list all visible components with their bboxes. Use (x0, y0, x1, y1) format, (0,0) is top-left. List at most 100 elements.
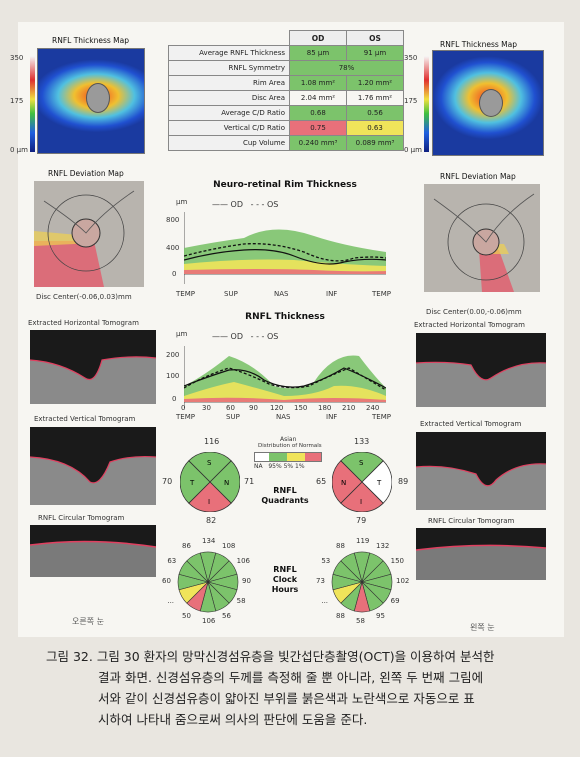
rnfl-x-90: 90 (249, 404, 258, 412)
rnfl-os-line (184, 367, 386, 391)
right-circ-tomo-title: RNFL Circular Tomogram (428, 517, 515, 525)
normals-label-1: 1% (295, 463, 305, 470)
os-quad-t-letter: T (376, 479, 382, 487)
od-quadrant-chart: S N I T (180, 452, 240, 512)
od-quad-i-letter: I (208, 498, 210, 506)
left-deviation-map (34, 181, 144, 287)
clock-hour-value: ... (167, 597, 175, 605)
normals-na-swatch (255, 453, 269, 461)
row-os-value: 0.089 mm³ (346, 135, 404, 151)
row-os-value: 1.76 mm² (346, 90, 404, 106)
os-quad-n-letter: N (341, 479, 346, 487)
row-os-value: 1.20 mm² (346, 75, 404, 91)
os-quad-s (340, 452, 384, 483)
rim-chart-title: Neuro-retinal Rim Thickness (213, 180, 357, 190)
rnfl-xl-nas: NAS (276, 413, 291, 421)
clock-hour-value: 73 (316, 577, 325, 585)
rnfl-y-200: 200 (166, 351, 180, 359)
row-name: Average C/D Ratio (168, 105, 290, 121)
row-od-value: 85 μm (289, 45, 347, 61)
od-quad-t (180, 460, 211, 504)
table-row: Vertical C/D Ratio 0.75 0.63 (168, 120, 404, 136)
rim-x-temp2: TEMP (372, 290, 391, 298)
rnfl-x-60: 60 (226, 404, 235, 412)
rnfl-legend: —— OD - - - OS (212, 332, 278, 341)
right-eye-label: 왼쪽 눈 (470, 623, 495, 632)
od-quad-s-value: 116 (204, 437, 220, 446)
row-name: Average RNFL Thickness (168, 45, 290, 61)
os-quad-i-letter: I (360, 498, 362, 506)
rim-unit: μm (176, 198, 188, 206)
table-row: Rim Area 1.08 mm² 1.20 mm² (168, 75, 404, 91)
row-name: RNFL Symmetry (168, 60, 290, 76)
od-quad-n-value: 71 (244, 477, 255, 486)
rnfl-normal-yellow-band (184, 382, 386, 402)
table-row: RNFL Symmetry 78% (168, 60, 404, 76)
rim-x-sup: SUP (224, 290, 238, 298)
clock-hour-value: 150 (390, 557, 405, 565)
clock-hour-value: 95 (376, 611, 385, 620)
clock-hour-value: 60 (162, 577, 171, 585)
rnfl-x-0: 0 (181, 404, 186, 412)
metrics-table: OD OS Average RNFL Thickness 85 μm 91 μm… (168, 30, 404, 151)
right-thickness-title: RNFL Thickness Map (440, 40, 517, 49)
rnfl-legend-od: OD (230, 332, 244, 341)
rim-x-temp: TEMP (176, 290, 195, 298)
clock-hour-value: 58 (356, 617, 365, 625)
right-scale-bottom: 0 μm (404, 146, 422, 154)
row-od-value: 0.75 (289, 120, 347, 136)
rim-x-nas: NAS (274, 290, 289, 298)
os-quad-t (361, 460, 392, 504)
row-od-value: 0.240 mm³ (289, 135, 347, 151)
od-quad-t-letter: T (189, 479, 195, 487)
left-horiz-tomo-title: Extracted Horizontal Tomogram (28, 319, 139, 327)
os-quad-n (332, 460, 363, 504)
rim-legend-os-swatch: - - - (250, 200, 265, 209)
right-optic-disc (479, 89, 503, 117)
left-scale-mid: 175 (10, 97, 24, 105)
caption-line2: 결과 화면. 신경섬유층의 두께를 측정해 줄 뿐 아니라, 왼쪽 두 번째 그… (98, 670, 484, 685)
rnfl-x-120: 120 (270, 404, 284, 412)
os-quad-s-letter: S (359, 459, 364, 467)
od-clock-chart (177, 551, 239, 613)
right-color-scale (424, 56, 429, 152)
row-name: Rim Area (168, 75, 290, 91)
figure-caption: 그림 32. 그림 30 환자의 망막신경섬유층을 빛간섭단층촬영(OCT)을 … (46, 646, 566, 730)
right-deviation-map (424, 184, 540, 292)
clock-hour-value: 69 (390, 597, 400, 605)
right-scale-mid: 175 (404, 97, 418, 105)
row-od-value: 0.68 (289, 105, 347, 121)
rnfl-unit: μm (176, 330, 188, 338)
clock-hour-value: 106 (236, 557, 251, 565)
clock-hour-value: 102 (396, 577, 410, 585)
rnfl-x-30: 30 (202, 404, 211, 412)
rnfl-xl-temp: TEMP (176, 413, 195, 421)
rim-y-400: 400 (166, 244, 180, 252)
row-os-value: 0.56 (346, 105, 404, 121)
clock-hour-value: 90 (242, 577, 251, 585)
normals-5-swatch (287, 453, 305, 461)
os-quad-s-value: 133 (354, 437, 370, 446)
normals-title: Asian (280, 436, 297, 443)
rnfl-x-240: 240 (366, 404, 380, 412)
normals-swatches (254, 452, 322, 462)
row-name: Cup Volume (168, 135, 290, 151)
left-deviation-title: RNFL Deviation Map (48, 169, 124, 178)
rnfl-x-210: 210 (342, 404, 356, 412)
normals-95-swatch (269, 453, 287, 461)
clock-title-line1: RNFL (273, 565, 297, 574)
quadrants-title: RNFL Quadrants (250, 486, 320, 506)
rnfl-x-150: 150 (294, 404, 308, 412)
rnfl-normal-red-band (184, 397, 386, 402)
caption-line1: 그림 32. 그림 30 환자의 망막신경섬유층을 빛간섭단층촬영(OCT)을 … (46, 649, 495, 664)
od-quad-i-value: 82 (206, 516, 217, 525)
clock-hour-value: 86 (182, 542, 191, 551)
od-quad-n (209, 460, 240, 504)
clock-hour-value: 53 (321, 557, 331, 565)
rnfl-xl-sup: SUP (226, 413, 240, 421)
rnfl-legend-od-swatch: —— (212, 332, 228, 341)
clock-sector (186, 552, 209, 584)
clock-hour-value: 63 (167, 557, 177, 565)
rim-legend-od: OD (230, 200, 244, 209)
clock-hour-value: 58 (236, 597, 246, 605)
